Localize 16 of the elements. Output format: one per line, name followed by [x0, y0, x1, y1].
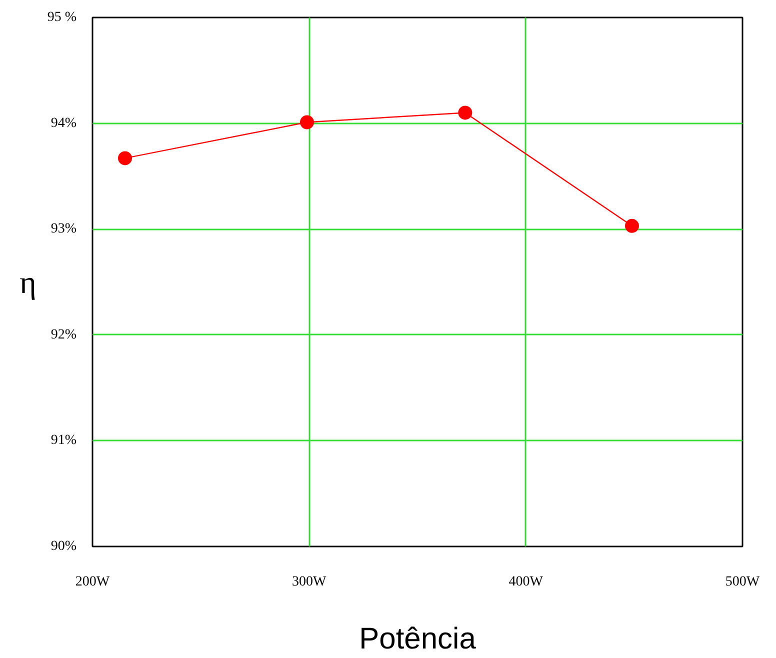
x-tick-label: 200W — [75, 574, 110, 590]
x-axis-title: Potência — [359, 622, 476, 656]
y-tick-label: 95 % — [47, 10, 77, 25]
point — [118, 151, 132, 166]
y-tick-label: 93% — [50, 222, 77, 237]
y-tick-label: 92% — [50, 327, 77, 342]
y-tick-label: 90% — [50, 539, 77, 554]
y-tick-label: 91% — [50, 433, 77, 448]
y-axis-title: η — [20, 264, 36, 300]
point — [625, 218, 639, 233]
point — [300, 115, 314, 130]
x-tick-label: 400W — [508, 574, 544, 590]
point — [458, 106, 472, 120]
y-tick-label: 94% — [50, 116, 77, 131]
x-tick-label: 300W — [292, 574, 328, 590]
x-tick-label: 500W — [725, 574, 760, 590]
